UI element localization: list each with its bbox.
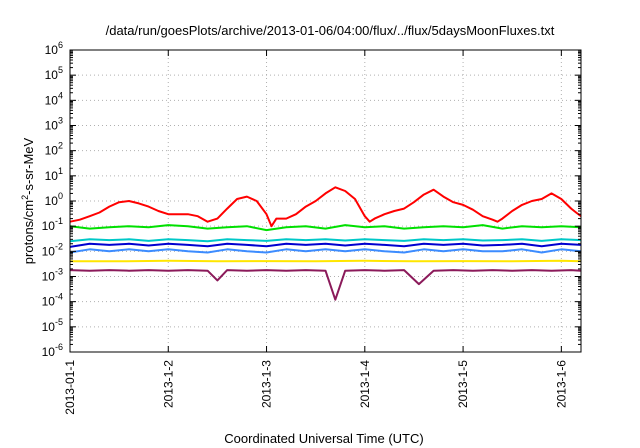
x-tick-label: 2013-1-3: [260, 360, 274, 408]
data-series: [69, 186, 582, 301]
y-axis-label-superscript: 2: [20, 195, 30, 200]
series-line-3: [69, 238, 582, 243]
y-tick-exponent: 6: [58, 40, 63, 50]
y-tick-exponent: 3: [58, 116, 63, 126]
y-tick-exponent: -4: [55, 292, 63, 302]
y-tick-base: 10: [45, 119, 59, 133]
grid-lines: [70, 50, 581, 352]
y-tick-base: 10: [45, 144, 59, 158]
y-tick-base: 10: [42, 320, 56, 334]
y-tick-exponent: 1: [58, 166, 63, 176]
y-tick-label: 10-4: [42, 292, 63, 309]
x-tick-label: 2013-1-6: [554, 360, 568, 408]
y-tick-label: 10-5: [42, 317, 63, 334]
y-tick-label: 103: [45, 116, 63, 133]
y-tick-exponent: 4: [58, 90, 63, 100]
y-tick-base: 10: [42, 270, 56, 284]
y-tick-label: 10-3: [42, 267, 63, 284]
y-tick-base: 10: [45, 93, 59, 107]
x-axis-ticks: 2013-01-1 2013-1-2 2013-1-3 2013-1-4 2013-1-…: [63, 50, 568, 415]
y-tick-label: 106: [45, 40, 63, 57]
y-tick-base: 10: [42, 295, 56, 309]
x-tick-label: 2013-01-1: [63, 360, 77, 415]
y-tick-base: 10: [45, 43, 59, 57]
y-tick-base: 10: [42, 244, 56, 258]
y-tick-base: 10: [45, 194, 59, 208]
y-axis-ticks: 10610510410310210110010-110-210-310-410-…: [42, 40, 581, 359]
y-axis-label-suffix: -s-sr-MeV: [21, 137, 36, 194]
y-tick-base: 10: [45, 68, 59, 82]
y-tick-label: 10-2: [42, 241, 63, 258]
y-tick-label: 10-6: [42, 342, 63, 359]
y-tick-exponent: -2: [55, 241, 63, 251]
y-tick-exponent: -5: [55, 317, 63, 327]
y-tick-exponent: -1: [55, 216, 63, 226]
y-tick-exponent: -3: [55, 267, 63, 277]
y-tick-label: 102: [45, 141, 63, 158]
y-tick-label: 101: [45, 166, 63, 183]
x-tick-label: 2013-1-2: [161, 360, 175, 408]
chart-title: /data/run/goesPlots/archive/2013-01-06/0…: [106, 23, 555, 38]
y-tick-label: 104: [45, 90, 63, 107]
series-line-2: [69, 224, 582, 232]
y-tick-base: 10: [42, 345, 56, 359]
y-tick-label: 10-1: [42, 216, 63, 233]
y-tick-base: 10: [42, 219, 56, 233]
x-axis-label: Coordinated Universal Time (UTC): [224, 431, 423, 446]
y-axis-label-prefix: protons/cm: [21, 200, 36, 264]
series-line-7: [69, 269, 582, 301]
series-line-1: [69, 186, 582, 228]
y-tick-label: 100: [45, 191, 63, 208]
y-axis-label: protons/cm2-s-sr-MeV: [20, 137, 36, 264]
series-line-6: [70, 259, 582, 263]
y-tick-exponent: 0: [58, 191, 63, 201]
x-tick-label: 2013-1-4: [358, 360, 372, 408]
series-line-5: [69, 248, 582, 254]
y-tick-exponent: 5: [58, 65, 63, 75]
x-tick-label: 2013-1-5: [456, 360, 470, 408]
y-tick-exponent: -6: [55, 342, 63, 352]
series-line-4: [69, 242, 582, 248]
y-tick-exponent: 2: [58, 141, 63, 151]
y-tick-label: 105: [45, 65, 63, 82]
y-tick-base: 10: [45, 169, 59, 183]
